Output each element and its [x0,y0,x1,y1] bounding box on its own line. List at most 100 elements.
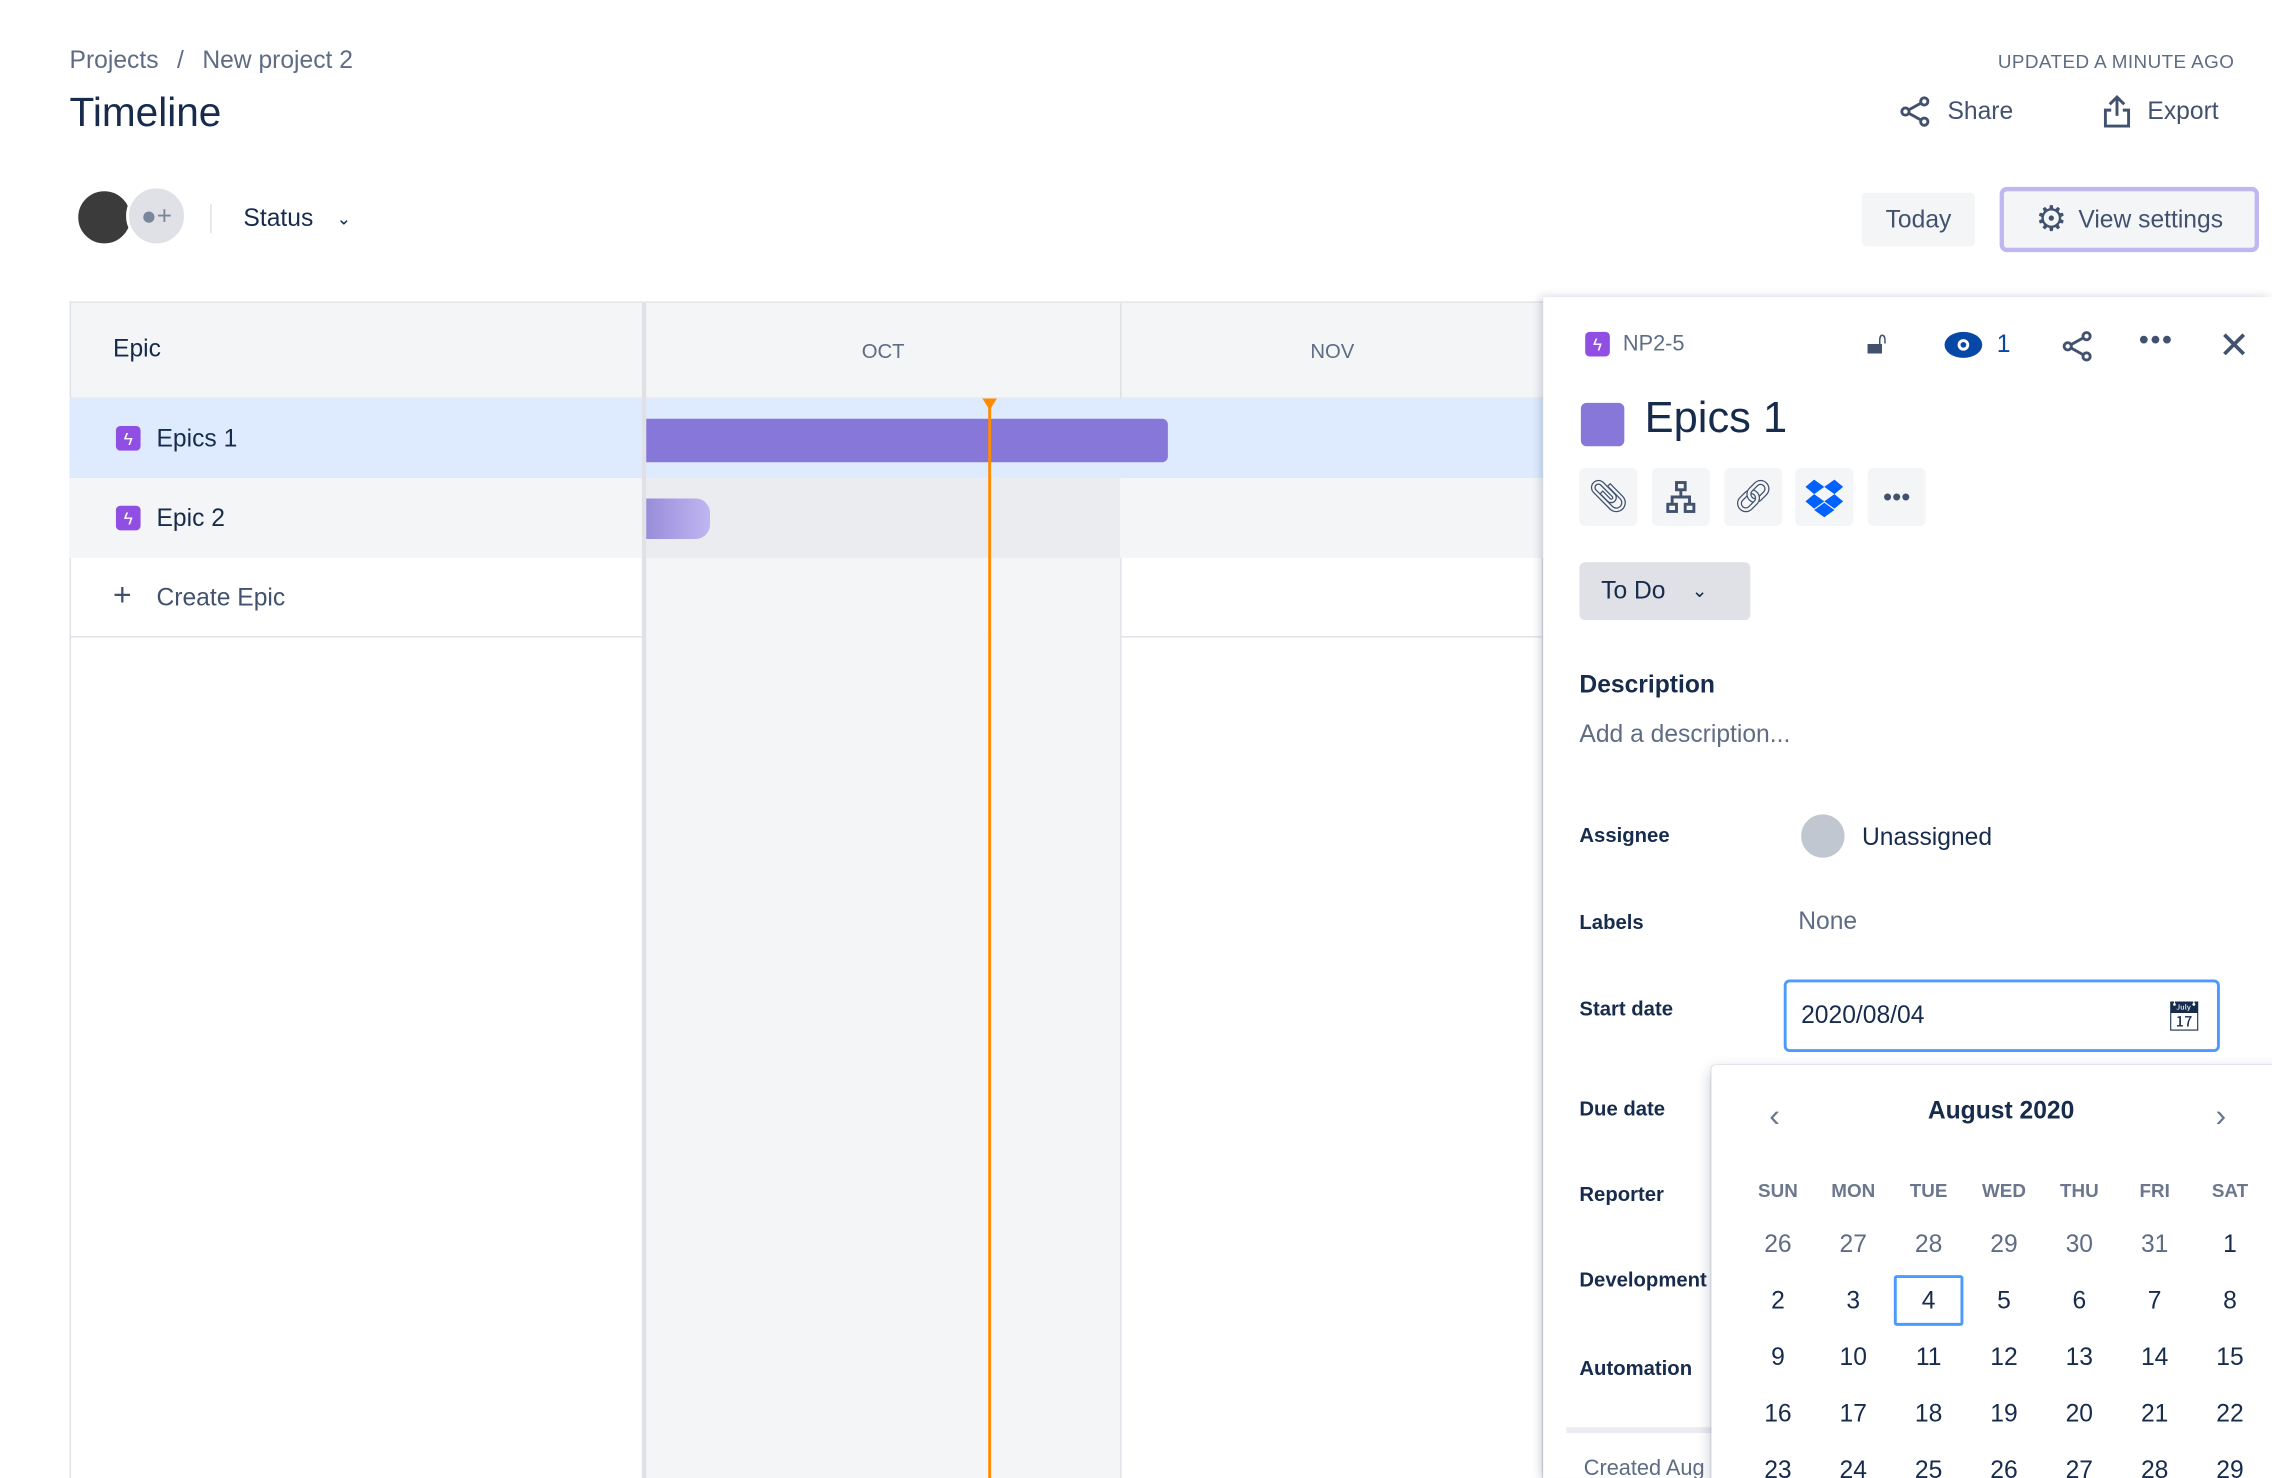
link-icon[interactable]: 🔗︎ [1724,468,1783,526]
created-date: Created Aug [1583,1456,1705,1478]
description-input[interactable]: Add a description... [1579,720,1791,748]
lock-icon[interactable]: 🔓︎ [1866,324,1887,361]
row-month-shade [646,557,1121,638]
reporter-label: Reporter [1579,1182,1664,1206]
create-epic-row[interactable]: + Create Epic [69,557,1544,638]
calendar-day[interactable]: 26 [1764,1229,1792,1258]
calendar-day[interactable]: 18 [1914,1399,1943,1427]
calendar-day[interactable]: 5 [1997,1285,2011,1314]
breadcrumb-projects[interactable]: Projects [69,46,159,74]
view-settings-button[interactable]: ⚙ View settings [1999,186,2259,253]
epic-icon: ϟ [115,426,141,451]
calendar-day[interactable]: 26 [1990,1455,2018,1478]
calendar-day[interactable]: 4 [1891,1272,1966,1329]
timeline-row-epic-2[interactable]: ϟ Epic 2 [69,478,1544,558]
calendar-day[interactable]: 7 [2147,1285,2162,1314]
calendar-day[interactable]: 25 [1914,1455,1943,1478]
more-actions-icon[interactable]: ••• [1867,468,1926,526]
share-icon[interactable] [2060,329,2095,364]
calendar-day[interactable]: 11 [1915,1342,1942,1371]
calendar-day[interactable]: 31 [2140,1229,2169,1258]
month-divider [1120,302,1122,1478]
issue-key[interactable]: NP2-5 [1622,331,1685,357]
weekday-header: THU [2059,1178,2099,1201]
epic-column-header: Epic [113,334,161,363]
prev-month-icon[interactable]: ‹ [1769,1096,1780,1134]
dropbox-icon[interactable] [1795,468,1854,526]
calendar-day[interactable]: 23 [1764,1455,1792,1478]
calendar-day[interactable]: 15 [2216,1342,2244,1371]
breadcrumb-project[interactable]: New project 2 [202,46,353,74]
export-button[interactable]: Export [2101,94,2219,129]
calendar-day[interactable]: 19 [1990,1399,2018,1427]
calendar-day[interactable]: 17 [1839,1399,1867,1427]
calendar-month: August 2020 [1927,1096,2075,1125]
share-button[interactable]: Share [1898,94,2013,129]
calendar-day[interactable]: 8 [2223,1285,2237,1314]
close-icon[interactable]: ✕ [2218,323,2251,367]
calendar-day[interactable]: 14 [2140,1342,2169,1371]
calendar-day[interactable]: 12 [1990,1342,2018,1371]
calendar-day[interactable]: 3 [1846,1285,1861,1314]
row-label: Epic 2 [156,504,225,532]
weekday-header: SAT [2211,1178,2249,1201]
gear-icon: ⚙ [2035,199,2067,240]
calendar-day[interactable]: 28 [1914,1229,1943,1258]
watch-icon[interactable] [1944,331,1983,358]
weekday-header: FRI [2139,1178,2170,1201]
calendar-day[interactable]: 2 [1771,1285,1785,1314]
due-date-label: Due date [1579,1096,1666,1121]
divider [210,204,212,234]
assignee-value[interactable]: Unassigned [1861,823,1993,851]
calendar-day[interactable]: 9 [1771,1342,1785,1371]
status-filter-label: Status [243,204,314,232]
issue-title[interactable]: Epics 1 [1644,394,1788,442]
column-resize-handle[interactable] [641,302,647,1478]
current-month-shade [646,637,1121,1478]
calendar-day[interactable]: 27 [2065,1455,2094,1478]
calendar-day[interactable]: 6 [2072,1285,2087,1314]
more-icon[interactable]: ••• [2138,324,2174,357]
breadcrumb: Projects / New project 2 [70,46,353,75]
export-icon [2103,95,2131,128]
section-divider [1566,1427,1726,1434]
calendar-day[interactable]: 1 [2223,1229,2237,1258]
today-button[interactable]: Today [1861,192,1975,247]
month-nov: NOV [1310,339,1355,363]
next-month-icon[interactable]: › [2215,1096,2227,1134]
epic-icon: ϟ [1585,331,1610,357]
development-label: Development [1579,1267,1707,1292]
calendar-day[interactable]: 29 [1990,1229,2018,1258]
calendar-day[interactable]: 28 [2140,1455,2169,1478]
calendar-day[interactable]: 10 [1839,1342,1867,1371]
calendar-day[interactable]: 29 [2216,1455,2244,1478]
status-dropdown[interactable]: To Do ⌄ [1579,562,1751,621]
avatar[interactable] [75,188,134,247]
calendar-grid: SUN MON TUE WED THU FRI SAT 26 27 28 29 30 31 1 2 3 4 5 6 7… [1740,1164,2267,1478]
calendar-day[interactable]: 21 [2140,1399,2169,1427]
calendar-day[interactable]: 22 [2216,1399,2244,1427]
calendar-day[interactable]: 20 [2065,1399,2094,1427]
epic-bar-epics-1[interactable] [646,418,1168,463]
labels-label: Labels [1579,909,1644,934]
start-date-value: 2020/08/04 [1801,1001,1925,1029]
calendar-day[interactable]: 30 [2065,1229,2094,1258]
child-issue-icon[interactable] [1651,468,1710,526]
status-filter[interactable]: Status ⌄ [243,204,351,233]
calendar-day[interactable]: 27 [1839,1229,1867,1258]
epic-bar-epic-2[interactable] [646,498,711,540]
calendar-day[interactable]: 24 [1839,1455,1867,1478]
automation-label: Automation [1579,1356,1693,1380]
attach-icon[interactable]: 📎︎ [1579,468,1638,526]
calendar-day[interactable]: 16 [1764,1399,1792,1427]
epic-color-swatch[interactable] [1580,402,1625,447]
assignee-label: Assignee [1579,823,1670,847]
today-marker [988,404,992,1478]
calendar-icon[interactable]: 📅︎ [2165,1000,2203,1033]
start-date-input[interactable]: 2020/08/04 📅︎ [1783,979,2220,1052]
labels-value[interactable]: None [1798,907,1858,935]
watch-count: 1 [1996,330,2011,358]
date-picker: ‹ August 2020 › SUN MON TUE WED THU FRI SAT 26 2… [1711,1065,2272,1478]
add-user-icon[interactable]: ●+ [126,185,187,247]
calendar-day[interactable]: 13 [2065,1342,2094,1371]
